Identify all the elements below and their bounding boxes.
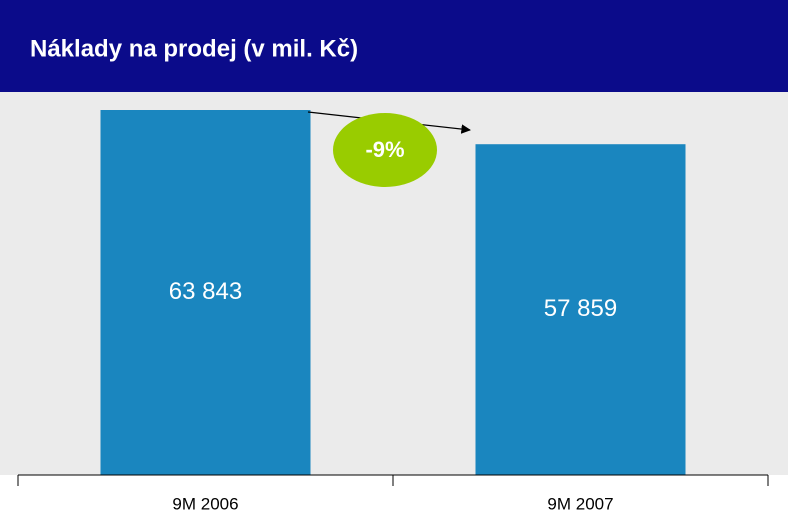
x-tick-label: 9M 2007 (547, 494, 613, 513)
value-label: 57 859 (544, 295, 617, 322)
x-tick-label: 9M 2006 (172, 494, 238, 513)
change-label: -9% (365, 137, 404, 162)
chart-title: Náklady na prodej (v mil. Kč) (30, 35, 358, 62)
bar (100, 110, 311, 475)
value-label: 63 843 (169, 278, 242, 305)
header-band (0, 0, 788, 92)
change-badge (333, 113, 437, 187)
bars (100, 110, 686, 475)
bar (475, 144, 686, 475)
